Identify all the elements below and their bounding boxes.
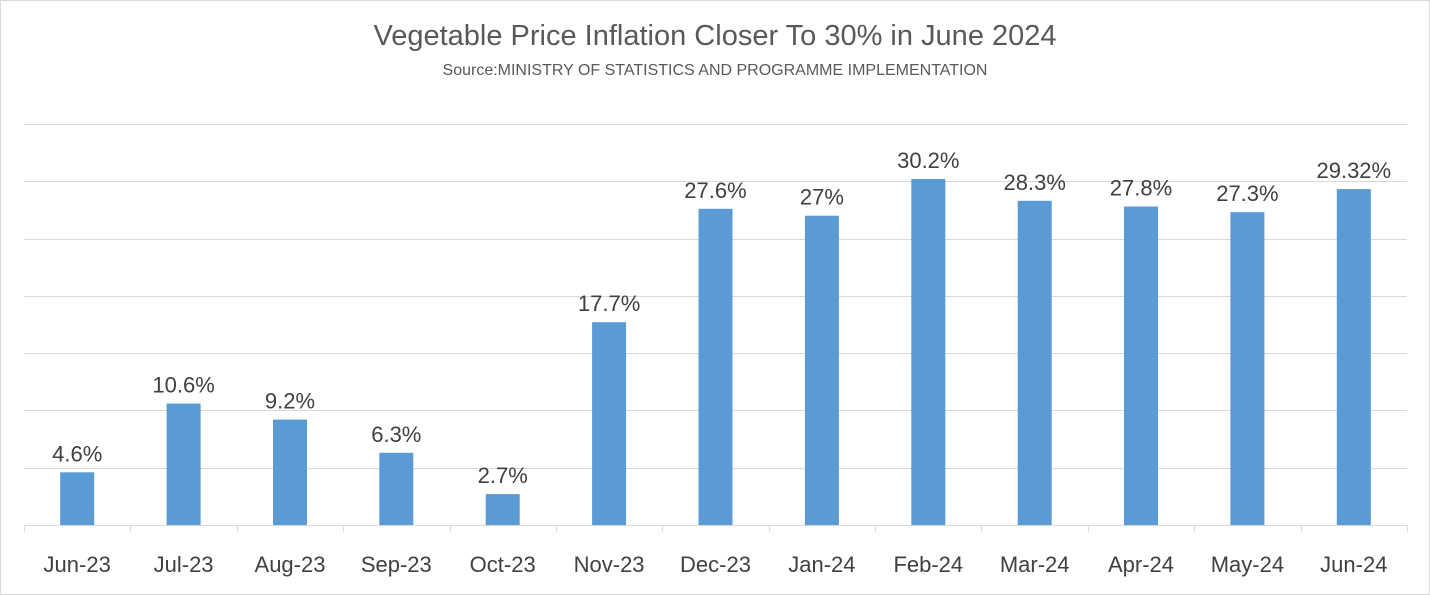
chart-title: Vegetable Price Inflation Closer To 30% … [373,20,1057,52]
x-tick-label: Jun-24 [1320,552,1387,577]
data-label: 4.6% [52,441,102,466]
data-label: 30.2% [897,148,959,173]
bar [804,215,839,525]
bar [698,208,733,526]
x-tick-label: Nov-23 [574,552,645,577]
x-tick-label: Feb-24 [893,552,963,577]
data-label: 27% [800,185,844,210]
bar [273,419,307,525]
x-tick-label: Jul-23 [154,552,214,577]
bar [1230,212,1265,525]
bar [485,494,520,525]
x-tick-label: Jun-23 [44,552,111,577]
x-tick-label: Jan-24 [788,552,855,577]
bar [166,403,201,525]
x-tick-label: Oct-23 [470,552,536,577]
bar [592,322,627,525]
data-label: 9.2% [265,389,315,414]
x-tick-label: Sep-23 [361,552,432,577]
x-tick-label: Aug-23 [255,552,326,577]
data-label: 6.3% [371,422,421,447]
x-tick-label: Mar-24 [1000,552,1070,577]
x-tick-label: Dec-23 [680,552,751,577]
x-tick-label: Apr-24 [1108,552,1174,577]
data-label: 27.8% [1110,176,1172,201]
bar [911,179,946,525]
data-label: 29.32% [1316,158,1391,183]
data-label: 27.3% [1216,181,1278,206]
data-label: 28.3% [1004,170,1066,195]
bar [60,472,95,525]
bar [1336,189,1371,525]
data-label: 17.7% [578,291,640,316]
chart-subtitle: Source:MINISTRY OF STATISTICS AND PROGRA… [442,62,988,79]
data-label: 10.6% [152,373,214,398]
bar [379,452,414,525]
data-label: 2.7% [478,463,528,488]
bar [1124,206,1158,525]
x-tick-label: May-24 [1211,552,1284,577]
data-label: 27.6% [684,178,746,203]
bar [1017,200,1052,526]
